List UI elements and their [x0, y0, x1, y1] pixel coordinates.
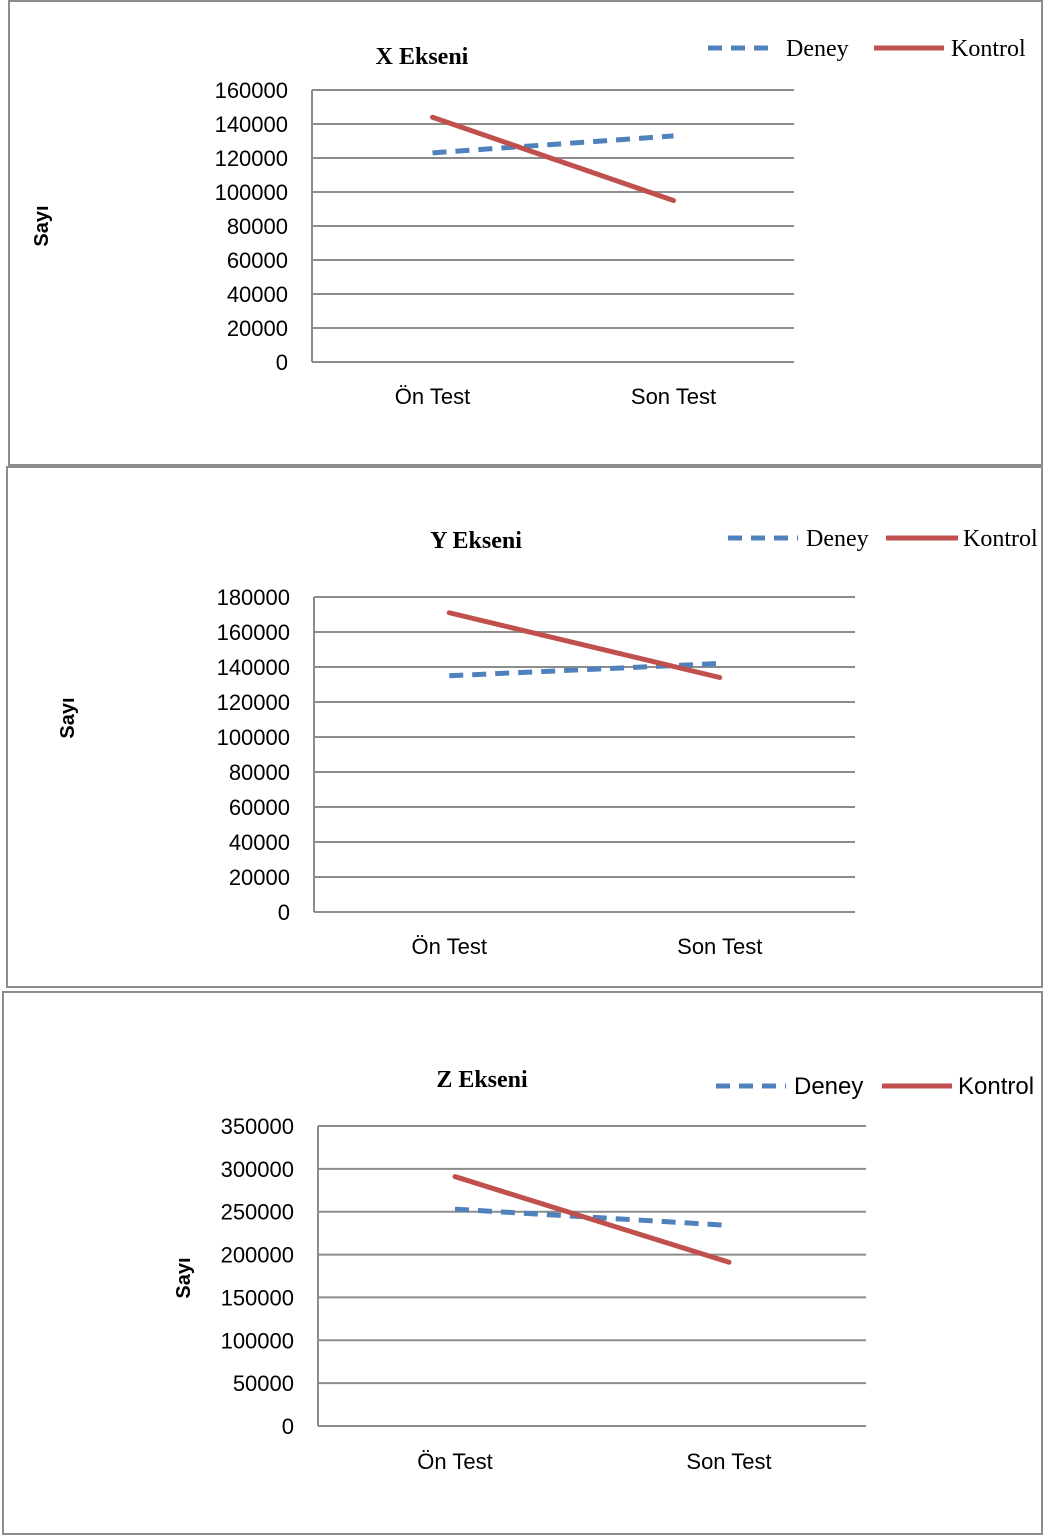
- x-tick-label: Ön Test: [412, 934, 487, 959]
- legend-label-deney: Deney: [786, 36, 849, 62]
- y-tick-label: 0: [282, 1414, 294, 1439]
- y-tick-label: 60000: [227, 248, 288, 273]
- y-tick-label: 350000: [221, 1114, 294, 1139]
- chart-x-ekseni: 0 20000 40000 60000 80000 100000 120000 140000 1…: [10, 2, 1043, 468]
- x-tick-label: Son Test: [631, 384, 716, 409]
- y-tick-label: 250000: [221, 1200, 294, 1225]
- y-tick-label: 120000: [215, 146, 288, 171]
- chart-panel-x: 0 20000 40000 60000 80000 100000 120000 140000 1…: [8, 0, 1043, 466]
- chart-title: Z Ekseni: [436, 1067, 528, 1093]
- y-tick-label: 100000: [221, 1328, 294, 1353]
- y-axis-label: Sayı: [57, 697, 79, 738]
- y-tick-label: 100000: [215, 180, 288, 205]
- y-tick-label: 20000: [229, 865, 290, 890]
- y-axis-label: Sayı: [173, 1257, 195, 1298]
- y-tick-label: 120000: [217, 690, 290, 715]
- series-line-deney: [433, 136, 674, 153]
- y-tick-label: 300000: [221, 1157, 294, 1182]
- y-tick-label: 40000: [227, 282, 288, 307]
- x-tick-label: Son Test: [677, 934, 762, 959]
- chart-title: X Ekseni: [376, 44, 469, 70]
- y-tick-label: 150000: [221, 1285, 294, 1310]
- y-tick-label: 80000: [229, 760, 290, 785]
- y-tick-label: 140000: [217, 655, 290, 680]
- chart-panel-y: 0 20000 40000 60000 80000 100000 120000 140000 1…: [6, 466, 1043, 988]
- x-tick-label: Ön Test: [417, 1449, 492, 1474]
- y-axis-label: Sayı: [31, 205, 53, 246]
- series-line-kontrol: [455, 1177, 729, 1263]
- legend-label-kontrol: Kontrol: [958, 1073, 1034, 1100]
- chart-title: Y Ekseni: [430, 528, 522, 554]
- y-tick-label: 100000: [217, 725, 290, 750]
- y-tick-label: 60000: [229, 795, 290, 820]
- y-tick-label: 50000: [233, 1371, 294, 1396]
- legend-label-kontrol: Kontrol: [951, 36, 1026, 62]
- x-tick-label: Son Test: [686, 1449, 771, 1474]
- y-tick-label: 0: [278, 900, 290, 925]
- y-tick-label: 0: [276, 350, 288, 375]
- chart-y-ekseni: 0 20000 40000 60000 80000 100000 120000 140000 1…: [8, 468, 1043, 990]
- y-tick-label: 160000: [215, 78, 288, 103]
- y-tick-label: 180000: [217, 585, 290, 610]
- y-tick-label: 20000: [227, 316, 288, 341]
- chart-panel-z: 0 50000 100000 150000 200000 250000 300000 3500…: [2, 991, 1043, 1535]
- y-tick-label: 140000: [215, 112, 288, 137]
- legend-label-deney: Deney: [794, 1073, 863, 1100]
- y-tick-label: 80000: [227, 214, 288, 239]
- x-tick-label: Ön Test: [395, 384, 470, 409]
- y-tick-label: 200000: [221, 1243, 294, 1268]
- y-tick-label: 40000: [229, 830, 290, 855]
- legend-label-kontrol: Kontrol: [963, 526, 1038, 552]
- chart-z-ekseni: 0 50000 100000 150000 200000 250000 300000 3500…: [4, 993, 1043, 1537]
- y-tick-label: 160000: [217, 620, 290, 645]
- legend-label-deney: Deney: [806, 526, 869, 552]
